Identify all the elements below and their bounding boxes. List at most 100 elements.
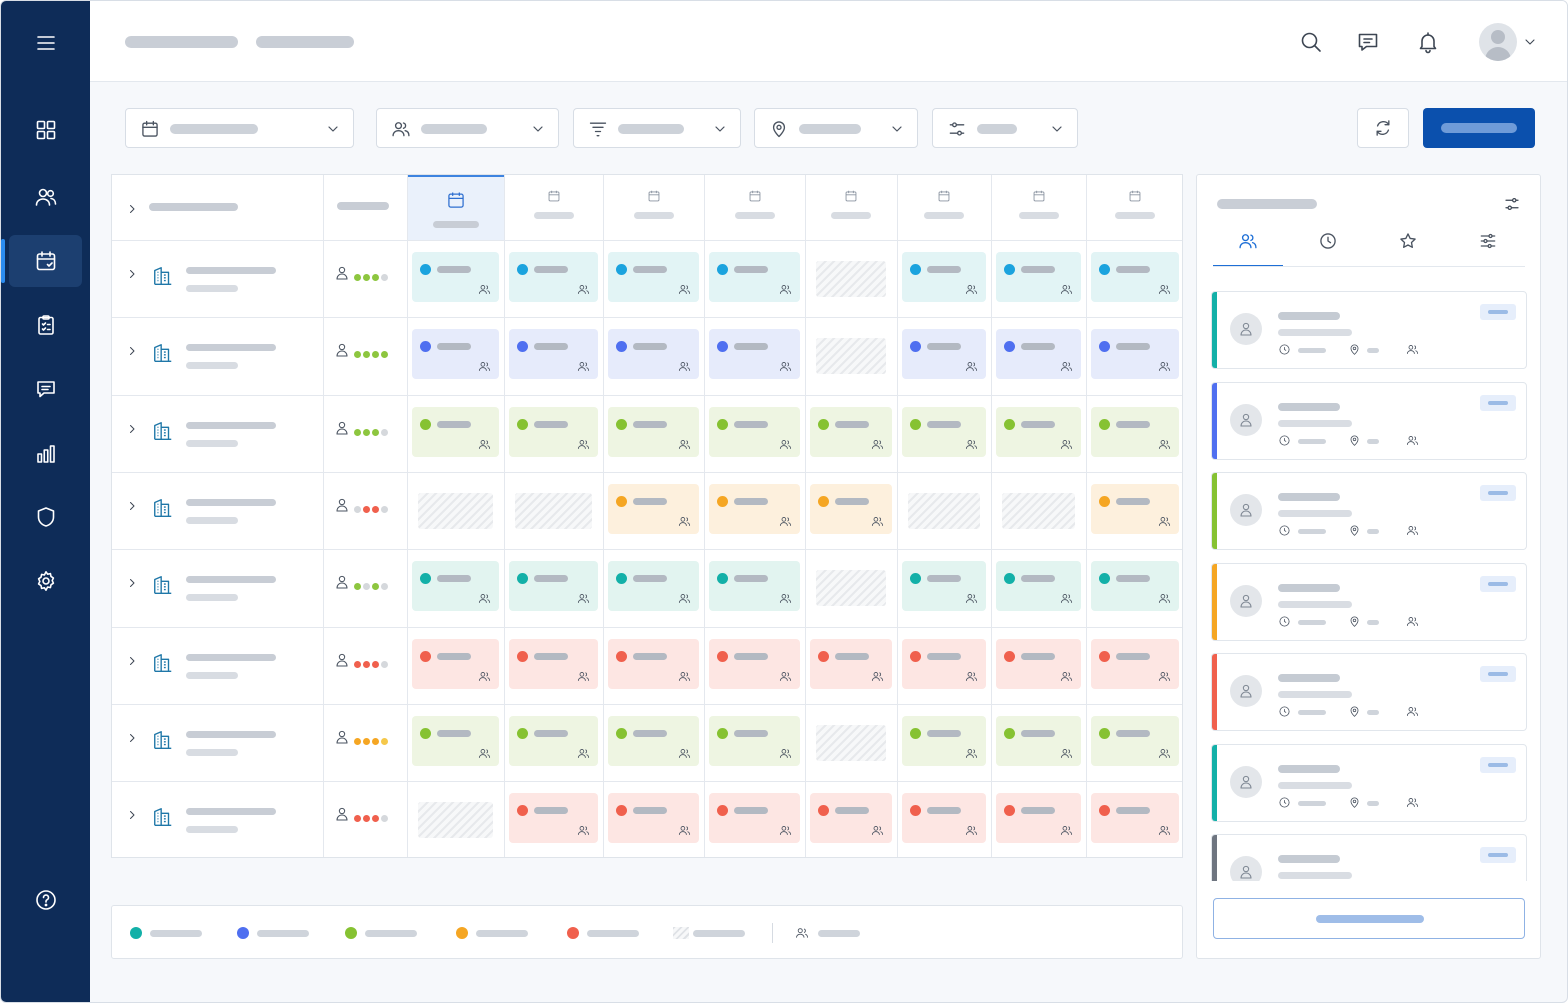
shift-block[interactable] [810,793,892,844]
menu-toggle-button[interactable] [9,17,82,69]
panel-settings-button[interactable] [1503,195,1521,213]
day-header-label[interactable] [1018,212,1059,219]
location-filter[interactable] [754,108,918,148]
staff-card[interactable] [1211,472,1527,550]
day-header-label[interactable] [924,212,964,219]
shift-block[interactable] [709,638,800,689]
expand-row-chevron-icon[interactable] [126,267,138,279]
staff-card[interactable] [1211,743,1527,822]
day-header-label[interactable] [432,221,479,228]
shift-block[interactable] [412,715,499,766]
shift-block[interactable] [996,561,1081,612]
search-button[interactable] [1296,27,1326,57]
shift-block[interactable] [709,793,800,844]
shift-block[interactable] [1091,252,1179,302]
expand-row-chevron-icon[interactable] [126,808,138,820]
staff-card[interactable] [1211,291,1527,369]
breadcrumb-current[interactable] [256,36,354,48]
staff-card[interactable] [1211,562,1527,641]
sidebar-item-messages[interactable] [9,363,82,415]
expand-row-chevron-icon[interactable] [126,499,138,511]
shift-block[interactable] [902,252,986,302]
location-name[interactable] [186,576,276,584]
tab-history[interactable] [1293,231,1363,267]
shift-block[interactable] [709,715,800,766]
account-menu-button[interactable] [1518,27,1542,57]
shift-block[interactable] [1091,793,1179,844]
shift-block[interactable] [1091,406,1179,457]
expand-row-chevron-icon[interactable] [126,654,138,666]
location-name[interactable] [186,730,276,738]
shift-block[interactable] [509,406,598,457]
sidebar-item-people[interactable] [9,171,82,223]
shift-block[interactable] [1091,638,1179,689]
shift-block[interactable] [709,329,800,380]
shift-block[interactable] [709,483,800,534]
shift-block[interactable] [709,252,800,302]
shift-block[interactable] [996,715,1081,766]
sidebar-item-security[interactable] [9,491,82,543]
sidebar-item-reports[interactable] [9,428,82,480]
sidebar-item-tasks[interactable] [9,299,82,351]
date-range-filter[interactable] [125,108,354,148]
staff-card[interactable] [1211,381,1527,460]
shift-block[interactable] [509,638,598,689]
shift-block[interactable] [902,561,986,612]
team-filter[interactable] [376,108,559,148]
shift-block[interactable] [608,561,699,612]
tab-favorites[interactable] [1373,231,1443,267]
sidebar-item-help[interactable] [9,874,82,926]
day-header-label[interactable] [831,212,871,219]
shift-block[interactable] [608,329,699,380]
shift-block[interactable] [902,715,986,766]
shift-block[interactable] [709,406,800,457]
day-header-label[interactable] [1115,212,1155,219]
staff-card[interactable] [1211,653,1527,731]
shift-block[interactable] [810,406,892,457]
panel-action-button[interactable] [1213,898,1525,939]
shift-block[interactable] [608,638,699,689]
shift-block[interactable] [412,329,499,380]
location-name[interactable] [186,808,276,816]
day-header-label[interactable] [633,212,674,219]
shift-block[interactable] [509,715,598,766]
shift-block[interactable] [509,561,598,612]
messages-button[interactable] [1353,27,1383,57]
shift-block[interactable] [412,406,499,457]
shift-type-filter[interactable] [573,108,741,148]
avatar[interactable] [1479,23,1517,61]
shift-block[interactable] [902,406,986,457]
expand-row-chevron-icon[interactable] [126,344,138,356]
breadcrumb-root[interactable] [125,36,238,48]
shift-block[interactable] [608,715,699,766]
tab-filters[interactable] [1453,231,1523,267]
shift-block[interactable] [1091,483,1179,534]
shift-block[interactable] [608,483,699,534]
shift-block[interactable] [902,793,986,844]
shift-block[interactable] [996,252,1081,302]
refresh-button[interactable] [1357,108,1409,148]
expand-row-chevron-icon[interactable] [126,576,138,588]
shift-block[interactable] [709,561,800,612]
shift-block[interactable] [810,638,892,689]
location-name[interactable] [186,498,276,506]
sidebar-item-settings[interactable] [9,555,82,607]
shift-block[interactable] [412,638,499,689]
notifications-button[interactable] [1413,27,1443,57]
shift-block[interactable] [1091,715,1179,766]
shift-block[interactable] [412,252,499,302]
day-header-label[interactable] [533,212,574,219]
shift-block[interactable] [608,793,699,844]
expand-row-chevron-icon[interactable] [126,731,138,743]
shift-block[interactable] [902,638,986,689]
shift-block[interactable] [509,252,598,302]
staff-card[interactable] [1211,834,1527,881]
location-name[interactable] [186,653,276,661]
tab-staff[interactable] [1213,231,1283,267]
shift-block[interactable] [996,638,1081,689]
sidebar-item-dashboard[interactable] [9,104,82,156]
location-name[interactable] [186,421,276,429]
shift-block[interactable] [509,793,598,844]
location-name[interactable] [186,344,276,352]
shift-block[interactable] [996,406,1081,457]
